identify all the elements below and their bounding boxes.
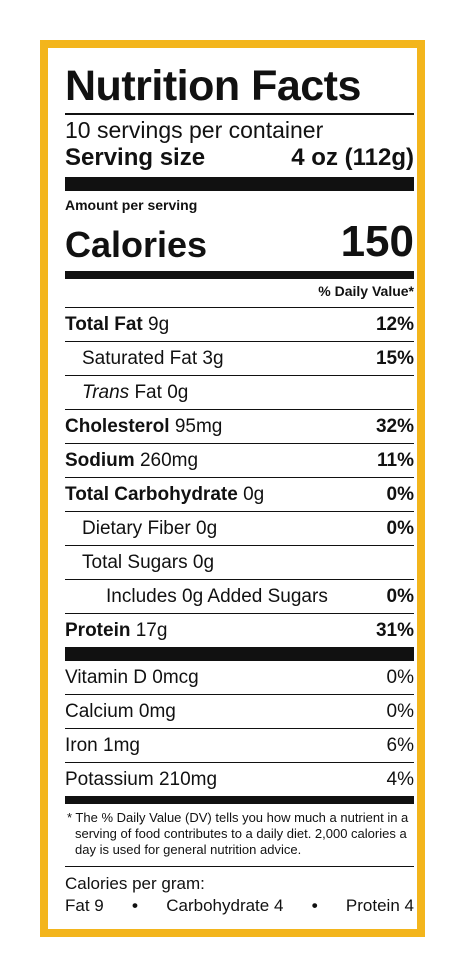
vitamin-dv: 4% [386, 768, 414, 790]
serving-size-value: 4 oz (112g) [291, 144, 414, 171]
vitamin-dv: 0% [386, 700, 414, 722]
nutrient-name: Total Sugars [82, 551, 188, 573]
nutrient-amount: 0g [243, 483, 265, 505]
medium-divider [65, 796, 414, 804]
nutrient-row-total-fat: Total Fat 9g 12% [65, 308, 414, 342]
nutrient-dv: 0% [386, 517, 414, 539]
vitamin-row-iron: Iron 1mg 6% [65, 729, 414, 763]
thick-divider [65, 647, 414, 661]
nutrient-name: Saturated Fat [82, 347, 198, 369]
nutrient-name: Protein [65, 619, 131, 641]
daily-value-header: % Daily Value* [65, 279, 414, 308]
calories-label: Calories [65, 224, 208, 265]
nutrient-amount: 95mg [174, 415, 223, 437]
daily-value-footnote: * The % Daily Value (DV) tells you how m… [67, 810, 409, 857]
vitamin-text: Calcium 0mg [65, 700, 176, 722]
vitamin-row-calcium: Calcium 0mg 0% [65, 695, 414, 729]
nutrient-name: Sodium [65, 449, 135, 471]
nutrient-amount: 0g [167, 381, 189, 403]
divider [65, 113, 414, 115]
serving-size-row: Serving size 4 oz (112g) [65, 143, 414, 173]
nutrient-row-saturated-fat: Saturated Fat 3g 15% [65, 342, 414, 376]
bullet-separator: • [311, 896, 318, 915]
vitamin-text: Potassium 210mg [65, 768, 218, 790]
vitamin-text: Iron 1mg [65, 734, 140, 756]
nutrient-dv: 11% [377, 449, 414, 471]
vitamin-text: Vitamin D 0mcg [65, 666, 199, 688]
thick-divider [65, 177, 414, 191]
nutrient-amount: 17g [135, 619, 168, 641]
cpg-fat: Fat 9 [65, 896, 104, 915]
nutrient-name: Cholesterol [65, 415, 170, 437]
nutrient-row-added-sugars: Includes 0g Added Sugars 0% [65, 580, 414, 614]
nutrient-dv: 0% [386, 483, 414, 505]
nutrient-amount: 0g [196, 517, 218, 539]
nutrient-amount: 260mg [139, 449, 199, 471]
amount-per-serving: Amount per serving [65, 197, 198, 213]
label-title: Nutrition Facts [65, 62, 361, 110]
nutrient-dv: 32% [375, 415, 414, 437]
cpg-carbohydrate: Carbohydrate 4 [166, 896, 284, 915]
nutrition-label-frame: Nutrition Facts 10 servings per containe… [40, 40, 425, 937]
vitamin-dv: 0% [386, 666, 414, 688]
nutrient-amount: 0g [192, 551, 215, 573]
nutrient-name: Dietary Fiber [82, 517, 191, 539]
medium-divider [65, 271, 414, 279]
nutrient-dv: 15% [375, 347, 414, 369]
calories-per-gram-label: Calories per gram: [65, 874, 205, 893]
nutrient-name-suffix: Fat [134, 381, 162, 403]
calories-value: 150 [340, 217, 414, 266]
nutrition-facts-panel: Nutrition Facts 10 servings per containe… [65, 63, 414, 917]
nutrient-row-trans-fat: Trans Fat 0g [65, 376, 414, 410]
calories-per-gram-row: Fat 9 • Carbohydrate 4 • Protein 4 [65, 895, 414, 917]
serving-size-label: Serving size [65, 144, 206, 171]
nutrient-row-total-sugars: Total Sugars 0g [65, 546, 414, 580]
nutrient-row-protein: Protein 17g 31% [65, 614, 414, 647]
nutrient-name: Includes 0g Added Sugars [106, 585, 328, 607]
vitamin-dv: 6% [386, 734, 414, 756]
nutrient-amount: 9g [148, 313, 170, 335]
nutrient-dv: 31% [375, 619, 414, 641]
nutrient-dv: 0% [386, 585, 414, 607]
divider [65, 866, 414, 867]
cpg-protein: Protein 4 [345, 896, 414, 915]
bullet-separator: • [132, 896, 138, 915]
nutrient-row-total-carbohydrate: Total Carbohydrate 0g 0% [65, 478, 414, 512]
nutrient-row-sodium: Sodium 260mg 11% [65, 444, 414, 478]
servings-per-container: 10 servings per container [65, 117, 324, 143]
calories-row: Calories 150 [65, 213, 414, 265]
nutrient-amount: 3g [202, 347, 224, 369]
nutrient-dv: 12% [375, 313, 414, 335]
vitamin-row-potassium: Potassium 210mg 4% [65, 763, 414, 796]
nutrient-row-dietary-fiber: Dietary Fiber 0g 0% [65, 512, 414, 546]
vitamin-row-vitamin-d: Vitamin D 0mcg 0% [65, 661, 414, 695]
nutrient-name: Total Carbohydrate [65, 483, 238, 505]
nutrient-name: Total Fat [65, 313, 143, 335]
nutrient-name: Trans [82, 381, 130, 403]
nutrient-row-cholesterol: Cholesterol 95mg 32% [65, 410, 414, 444]
